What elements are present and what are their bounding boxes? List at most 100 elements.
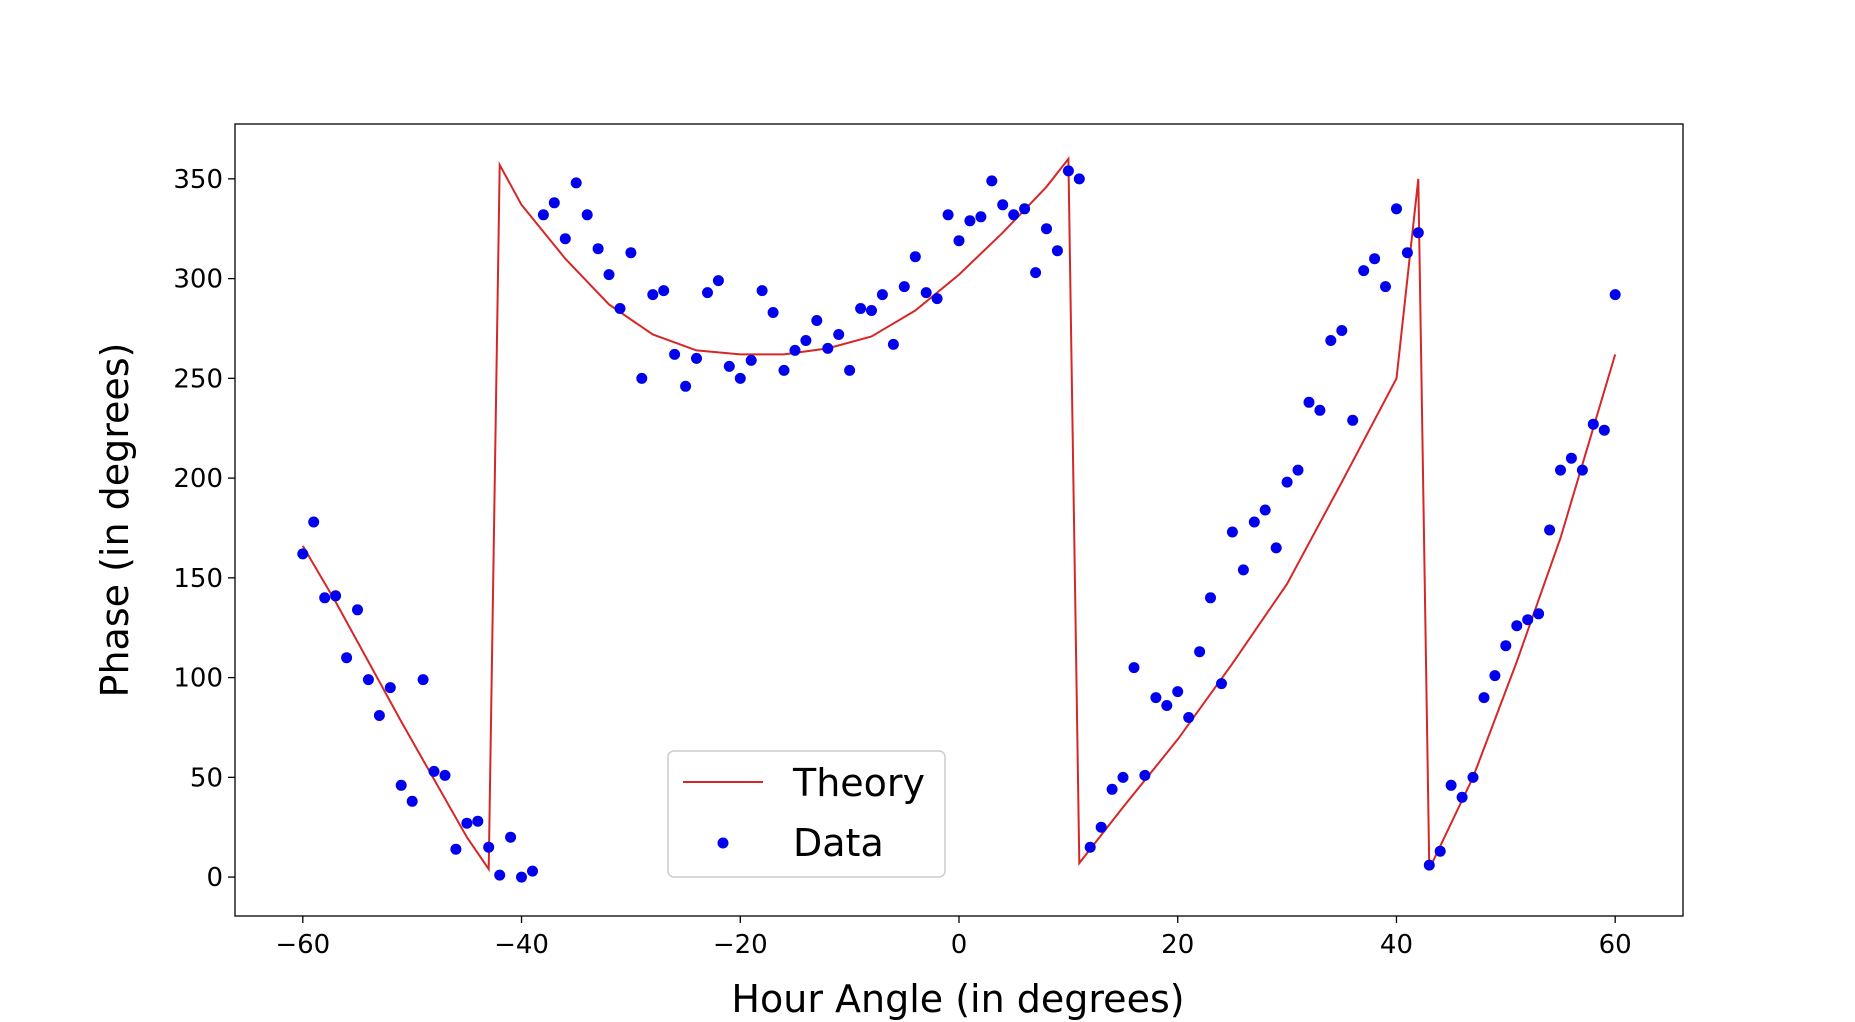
data-point (680, 380, 692, 392)
x-axis-ticks: −60 −40 −20 0 20 40 60 (275, 916, 1632, 960)
data-point (909, 251, 921, 263)
data-point (1237, 564, 1249, 576)
data-point (373, 710, 385, 721)
data-point (1565, 452, 1577, 464)
x-tick-label: −60 (275, 930, 330, 960)
data-point (592, 243, 604, 255)
data-point (1445, 779, 1457, 791)
legend: Theory Data (667, 750, 946, 878)
data-point (876, 289, 888, 301)
data-point (658, 285, 670, 297)
data-point (1161, 700, 1173, 711)
data-point (789, 344, 801, 356)
y-tick-label: 100 (173, 664, 223, 694)
data-point (472, 815, 484, 827)
data-point (1095, 821, 1107, 833)
data-point (428, 765, 440, 777)
data-point (887, 338, 899, 350)
data-point (1576, 464, 1588, 476)
y-tick-label: 0 (206, 863, 223, 893)
y-axis-ticks: 0 50 100 150 200 250 300 350 (173, 165, 235, 893)
data-point (898, 281, 910, 293)
data-point (855, 303, 867, 314)
data-point (1500, 640, 1512, 652)
data-point (1347, 414, 1359, 426)
data-point (811, 315, 823, 326)
data-point (1369, 253, 1381, 265)
data-point (548, 197, 560, 209)
data-point (527, 865, 538, 877)
data-point (702, 287, 713, 299)
data-point (1609, 289, 1621, 301)
x-tick-label: −20 (713, 930, 768, 960)
data-point (1205, 592, 1216, 604)
data-point (395, 779, 407, 791)
data-point (450, 843, 462, 855)
data-point (1150, 692, 1162, 704)
data-point (1314, 404, 1326, 416)
data-point (384, 682, 396, 694)
data-point (1533, 608, 1545, 620)
data-point (537, 209, 549, 221)
data-point (1587, 418, 1599, 430)
data-point (319, 592, 331, 604)
data-point (1226, 526, 1238, 538)
data-point (1248, 516, 1260, 528)
data-point (1281, 476, 1293, 488)
data-point (559, 233, 571, 245)
data-point (1041, 223, 1052, 235)
data-point (581, 209, 593, 221)
data-point (1555, 464, 1566, 476)
data-point (920, 287, 932, 299)
data-point (461, 817, 473, 829)
data-point (483, 841, 495, 853)
y-tick-label: 150 (173, 564, 223, 594)
y-tick-label: 50 (190, 763, 223, 793)
data-point (1358, 265, 1370, 277)
data-point (822, 342, 834, 354)
data-point (516, 871, 527, 883)
data-point (352, 604, 363, 616)
plot-series (297, 156, 1621, 883)
x-tick-label: 60 (1599, 930, 1632, 960)
y-tick-label: 350 (173, 165, 223, 195)
legend-data-swatch (717, 837, 729, 849)
data-point (1172, 686, 1184, 698)
plot-area (234, 123, 1684, 917)
data-point (1511, 620, 1523, 632)
data-point (1216, 678, 1227, 690)
data-point (1478, 692, 1490, 704)
data-point (1391, 203, 1402, 215)
data-point (1117, 771, 1129, 783)
data-point (986, 175, 998, 187)
data-point (953, 235, 965, 247)
theory-series-line (301, 156, 1617, 873)
data-point (1412, 227, 1424, 239)
data-point (964, 215, 976, 227)
data-point (1598, 424, 1610, 436)
data-point (1401, 247, 1413, 259)
data-series-points (297, 165, 1621, 883)
data-point (942, 209, 954, 221)
data-point (691, 352, 702, 364)
data-point (712, 275, 724, 287)
data-point (341, 652, 353, 664)
x-tick-label: 20 (1161, 930, 1194, 960)
data-point (778, 364, 790, 376)
data-point (745, 354, 757, 366)
x-tick-label: 40 (1380, 930, 1413, 960)
data-point (417, 674, 429, 686)
data-point (1380, 281, 1391, 293)
data-point (1489, 670, 1501, 682)
data-point (1303, 396, 1315, 408)
data-point (1128, 662, 1140, 674)
data-point (975, 211, 987, 223)
data-point (800, 335, 812, 346)
data-point (439, 769, 451, 781)
data-point (362, 674, 374, 686)
data-point (756, 285, 768, 297)
data-point (1467, 771, 1479, 783)
y-tick-label: 300 (173, 265, 223, 295)
data-point (866, 305, 877, 316)
